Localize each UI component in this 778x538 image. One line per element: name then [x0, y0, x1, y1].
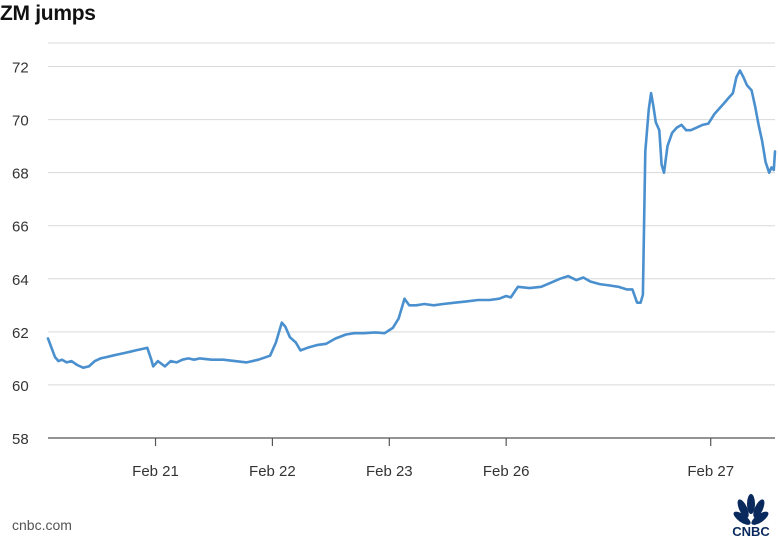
- y-tick-label-66: 66: [12, 219, 29, 236]
- x-tick-label-3: Feb 26: [483, 463, 530, 480]
- price-series: [46, 69, 777, 369]
- x-tick-label-1: Feb 22: [249, 463, 296, 480]
- y-tick-label-62: 62: [12, 325, 29, 342]
- y-tick-label-60: 60: [12, 378, 29, 395]
- x-axis-ticks: Feb 21 Feb 22 Feb 23 Feb 26 Feb 27: [132, 438, 734, 480]
- y-axis-tick-labels: 58 60 62 64 66 68 70 72: [12, 60, 29, 448]
- y-tick-label-72: 72: [12, 60, 29, 77]
- y-tick-label-68: 68: [12, 166, 29, 183]
- y-tick-label-64: 64: [12, 272, 29, 289]
- source-label: cnbc.com: [12, 517, 72, 533]
- x-tick-label-2: Feb 23: [366, 463, 413, 480]
- logo-wordmark: CNBC: [732, 524, 770, 538]
- cnbc-logo: CNBC: [732, 494, 770, 538]
- x-tick-label-4: Feb 27: [687, 463, 734, 480]
- y-tick-label-58: 58: [12, 431, 29, 448]
- chart-title: ZM jumps: [0, 2, 96, 25]
- peacock-icon: [733, 494, 769, 525]
- gridlines: [48, 42, 775, 439]
- series-line-0: [46, 69, 777, 369]
- x-tick-label-0: Feb 21: [132, 463, 179, 480]
- y-tick-label-70: 70: [12, 113, 29, 130]
